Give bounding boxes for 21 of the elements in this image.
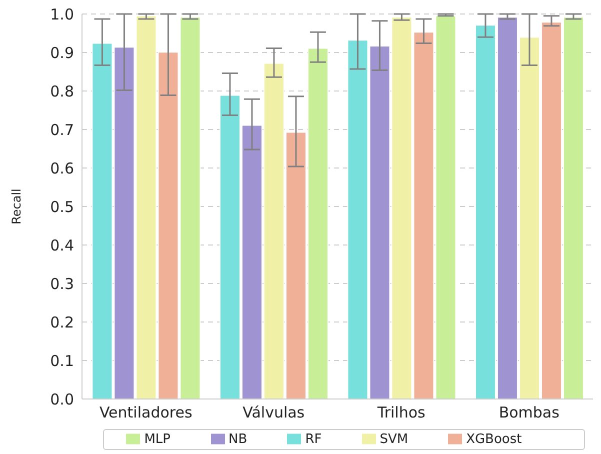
y-tick-label: 0.9 <box>50 44 74 62</box>
y-axis-title: Recall <box>9 188 24 224</box>
legend-label: XGBoost <box>466 432 522 447</box>
y-tick-label: 0.6 <box>50 159 74 178</box>
x-tick-label: Bombas <box>498 404 560 422</box>
y-tick-label: 0.5 <box>50 198 74 216</box>
y-tick-label: 0.1 <box>50 352 74 370</box>
y-tick-label: 1.0 <box>50 5 74 24</box>
x-tick-label: Trilhos <box>376 404 426 422</box>
y-tick-label: 0.4 <box>50 236 74 254</box>
y-tick-label: 0.2 <box>50 313 74 332</box>
x-tick-label: Ventiladores <box>99 404 192 422</box>
legend-label: RF <box>305 432 322 447</box>
y-tick-label: 0.3 <box>50 274 74 293</box>
legend-label: NB <box>228 432 248 447</box>
y-tick-label: 0.7 <box>50 120 74 139</box>
x-tick-label: Válvulas <box>242 404 305 422</box>
legend-label: SVM <box>380 432 408 447</box>
y-tick-label: 0.8 <box>50 82 74 100</box>
legend-label: MLP <box>144 432 171 447</box>
y-tick-label: 0.0 <box>50 390 74 408</box>
